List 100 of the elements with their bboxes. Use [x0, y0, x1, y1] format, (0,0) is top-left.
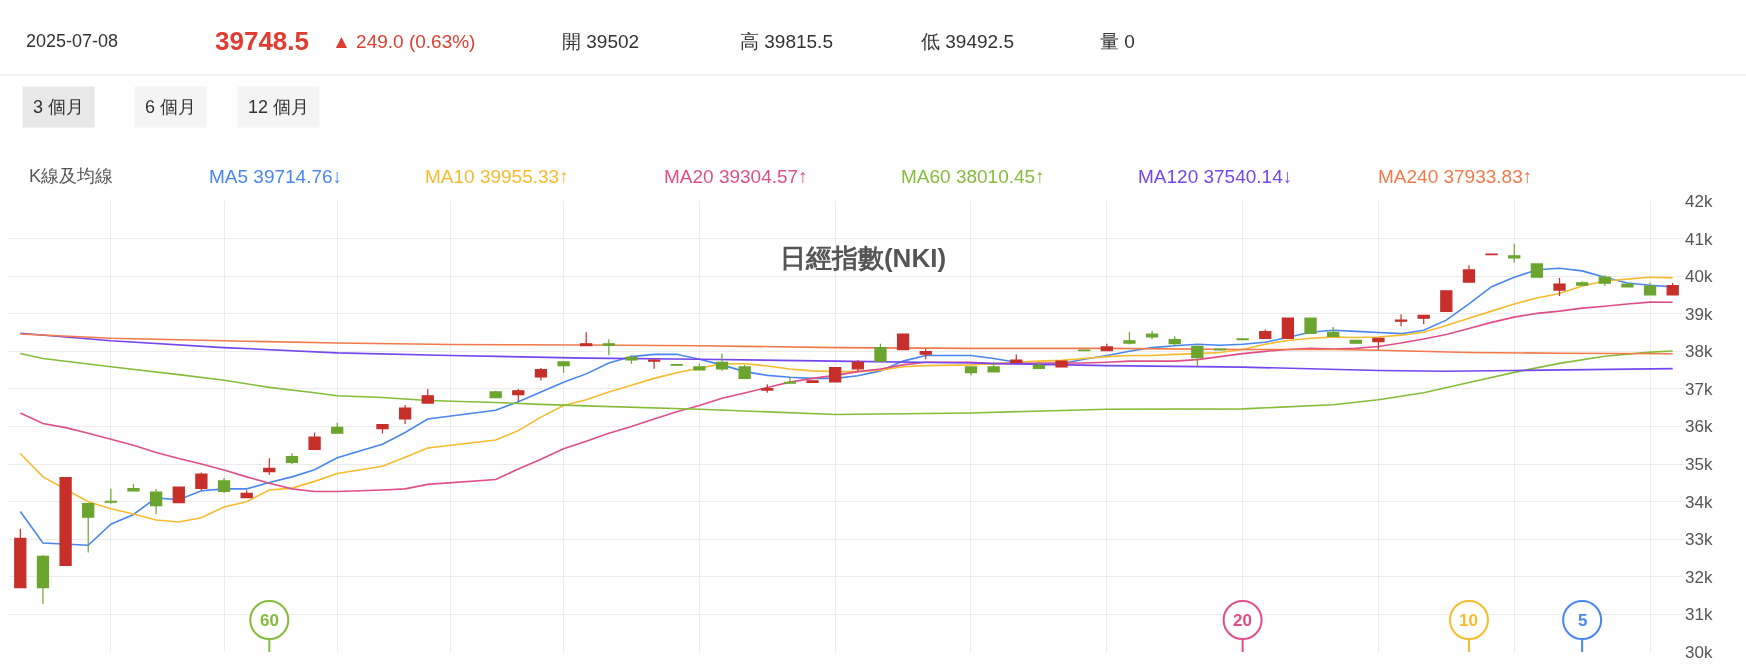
- y-tick-label: 39k: [1685, 304, 1713, 324]
- y-tick-label: 33k: [1685, 530, 1713, 550]
- candlestick: [1553, 277, 1566, 297]
- candlestick: [398, 404, 412, 425]
- text: 量 0: [1100, 31, 1135, 52]
- candlestick: [851, 359, 864, 373]
- candlestick: [172, 486, 185, 504]
- candlestick: [1281, 317, 1295, 339]
- candlestick: [1055, 360, 1068, 368]
- candlestick: [308, 431, 321, 450]
- candlestick: [285, 452, 299, 465]
- text: 12 個月: [248, 97, 310, 117]
- y-tick-label: 41k: [1685, 229, 1713, 249]
- candlestick: [964, 366, 978, 376]
- candlestick: [1508, 243, 1521, 264]
- text: MA240 37933.83↑: [1378, 166, 1533, 187]
- candlestick: [1576, 280, 1589, 287]
- candlestick: [240, 489, 253, 499]
- candlestick: [715, 352, 729, 372]
- text: 低 39492.5: [921, 31, 1014, 52]
- annotation: 10: [1459, 611, 1478, 630]
- candlestick: [59, 476, 72, 566]
- text: 日經指數(NKI): [779, 243, 947, 274]
- y-tick-label: 37k: [1685, 379, 1713, 399]
- y-tick-label: 30k: [1685, 642, 1713, 662]
- text: MA5 39714.76↓: [209, 166, 343, 187]
- candlestick: [987, 361, 1000, 373]
- y-tick-label: 38k: [1685, 342, 1713, 362]
- candlestick: [783, 376, 797, 384]
- candlestick: [512, 388, 525, 403]
- annotation: 5: [1578, 611, 1588, 630]
- text: MA20 39304.57↑: [664, 166, 808, 187]
- candlestick: [14, 528, 27, 589]
- y-tick-label: 31k: [1685, 605, 1713, 625]
- text: ▲ 249.0 (0.63%): [332, 31, 476, 52]
- candlestick: [1598, 274, 1611, 287]
- text: 2025-07-08: [26, 31, 119, 51]
- candlestick: [104, 488, 117, 505]
- candlestick: [1123, 331, 1136, 346]
- candlestick: [919, 348, 932, 360]
- candlestick: [829, 367, 842, 383]
- text: 6 個月: [145, 97, 197, 117]
- line-series: [19, 332, 1674, 373]
- text: MA60 38010.45↑: [901, 166, 1045, 187]
- text: MA10 39955.33↑: [425, 166, 569, 187]
- candlestick: [1666, 282, 1679, 296]
- candlestick: [1372, 337, 1385, 351]
- candlestick: [1145, 330, 1159, 340]
- candlestick: [82, 503, 95, 554]
- candlestick: [647, 359, 661, 370]
- line-series: [19, 301, 1674, 493]
- candlestick: [1304, 317, 1317, 335]
- candlestick: [1191, 345, 1204, 368]
- text: K線及均線: [29, 166, 114, 186]
- candlestick: [534, 367, 548, 382]
- candlestick: [761, 383, 774, 394]
- candlestick: [1236, 338, 1249, 341]
- candlestick: [1100, 343, 1113, 352]
- y-tick-label: 42k: [1685, 191, 1713, 211]
- candlestick: [421, 388, 434, 404]
- candlestick: [1394, 313, 1408, 327]
- candlestick: [127, 483, 140, 492]
- candlestick: [1417, 314, 1430, 325]
- candlestick: [1440, 290, 1453, 312]
- candlestick: [1530, 263, 1544, 278]
- candlestick: [693, 363, 706, 371]
- candlestick: [376, 424, 389, 435]
- annotation: 60: [260, 611, 279, 630]
- candlestick: [874, 343, 887, 362]
- candlestick: [625, 354, 638, 365]
- candlestick: [1259, 328, 1272, 339]
- text: 3 個月: [33, 97, 85, 117]
- candlestick: [1621, 283, 1634, 288]
- text: 39748.5: [215, 26, 309, 56]
- line-series: [19, 333, 1674, 355]
- text: 開 39502: [562, 31, 640, 52]
- text: 高 39815.5: [740, 31, 833, 52]
- y-tick-label: 32k: [1685, 567, 1713, 587]
- candlestick: [263, 457, 276, 476]
- candlestick: [149, 488, 163, 515]
- candlestick: [557, 361, 570, 374]
- candlestick: [331, 422, 344, 434]
- y-tick-label: 36k: [1685, 417, 1713, 437]
- candlestick: [738, 364, 751, 380]
- candlestick: [195, 471, 208, 491]
- candlestick: [217, 477, 231, 494]
- y-tick-label: 34k: [1685, 492, 1713, 512]
- y-tick-label: 40k: [1685, 267, 1713, 287]
- annotation: 20: [1233, 611, 1252, 630]
- text: MA120 37540.14↓: [1138, 166, 1293, 187]
- y-tick-label: 35k: [1685, 455, 1713, 475]
- candlestick: [896, 333, 910, 351]
- candlestick: [602, 338, 615, 356]
- candlestick: [1032, 361, 1046, 370]
- candlestick: [489, 390, 502, 399]
- candlestick: [806, 380, 819, 383]
- candlestick: [36, 554, 50, 605]
- candlestick: [1010, 354, 1023, 363]
- candlestick: [580, 331, 593, 347]
- candlestick: [1643, 282, 1657, 296]
